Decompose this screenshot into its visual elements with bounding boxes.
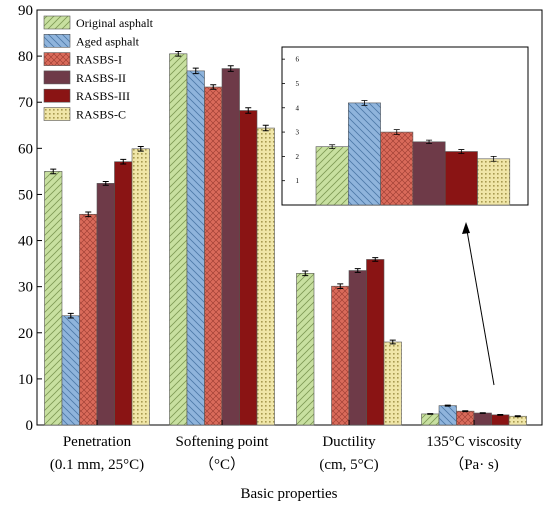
y-tick-label: 80 <box>18 49 33 65</box>
bar-rasbs-i <box>331 285 350 426</box>
bar-rasbs-ii <box>348 270 367 426</box>
bar-rasbs-c <box>256 127 275 426</box>
legend-swatch <box>43 88 71 103</box>
error-bar <box>337 283 344 290</box>
legend: Original asphalt Aged asphalt RASBS-I RASBS… <box>43 15 154 122</box>
error-bar <box>120 158 127 165</box>
error-bar <box>427 413 434 415</box>
inset-bar-rasbs-ii <box>412 141 446 206</box>
y-tick-label: 20 <box>18 326 33 342</box>
inset-bar-rasbs-i <box>380 131 414 206</box>
inset-error-bar <box>426 139 433 144</box>
bar-rasbs-c <box>383 341 402 426</box>
inset-bar-rasbs-iii <box>444 151 478 206</box>
legend-swatch <box>43 15 71 30</box>
legend-label: Original asphalt <box>76 16 154 30</box>
bar-original-asphalt <box>44 171 63 426</box>
bar-rasbs-iii <box>239 110 258 426</box>
error-bar <box>444 404 451 407</box>
error-bar <box>479 412 486 414</box>
x-category-label: Penetration <box>63 434 132 450</box>
bar-aged-asphalt <box>438 405 457 426</box>
error-bar <box>67 312 74 319</box>
error-bar <box>50 168 57 175</box>
bar-original-asphalt <box>296 272 315 426</box>
inset-error-bar <box>393 129 400 135</box>
error-bar <box>497 413 504 416</box>
bar-rasbs-i <box>79 213 98 426</box>
x-axis-title: Basic properties <box>240 486 337 502</box>
bar-rasbs-iii <box>366 259 385 426</box>
error-bar <box>210 84 217 90</box>
bar-original-asphalt <box>421 413 440 426</box>
inset-pointer-arrow <box>465 224 495 386</box>
inset-y-tick-label: 6 <box>296 56 300 64</box>
legend-label: RASBS-II <box>76 71 126 85</box>
error-bar <box>245 107 252 114</box>
inset-error-bar <box>458 149 465 154</box>
inset-y-tick-label: 1 <box>296 177 300 185</box>
x-category-sublabel: （°C） <box>199 456 245 473</box>
y-tick-label: 70 <box>18 95 33 111</box>
bar-rasbs-i <box>456 410 475 426</box>
legend-swatch <box>43 33 71 48</box>
error-bar <box>462 410 469 413</box>
legend-swatch <box>43 70 71 85</box>
bar-aged-asphalt <box>186 70 205 426</box>
legend-label: RASBS-C <box>76 108 126 122</box>
x-category-label: Softening point <box>176 434 270 450</box>
inset-bar-original-asphalt <box>315 146 349 206</box>
inset-y-tick-label: 3 <box>296 129 300 137</box>
bar-rasbs-iii <box>491 414 510 426</box>
error-bar <box>227 65 234 72</box>
x-category-sublabel: (0.1 mm, 25°C) <box>50 457 144 473</box>
y-tick-label: 30 <box>18 280 33 296</box>
legend-label: Aged asphalt <box>76 34 140 48</box>
bar-rasbs-i <box>204 86 223 426</box>
bar-aged-asphalt <box>61 315 80 426</box>
error-bar <box>102 181 109 186</box>
error-bar <box>262 124 269 132</box>
y-tick-label: 60 <box>18 141 33 157</box>
error-bar <box>137 145 144 152</box>
bar-rasbs-ii <box>473 412 492 426</box>
x-category-sublabel: (cm, 5°C) <box>319 457 378 473</box>
error-bar <box>354 268 361 273</box>
legend-label: RASBS-III <box>76 89 130 103</box>
error-bar <box>372 257 379 262</box>
error-bar <box>514 415 521 418</box>
y-tick-label: 40 <box>18 234 33 250</box>
inset-error-bar <box>490 155 497 162</box>
x-category-label: 135°C viscosity <box>426 434 522 450</box>
bar-rasbs-iii <box>114 161 133 426</box>
inset-y-tick-label: 4 <box>296 104 300 112</box>
y-tick-label: 0 <box>26 418 34 434</box>
bar-rasbs-ii <box>96 183 115 426</box>
error-bar <box>389 339 396 345</box>
y-tick-label: 50 <box>18 187 33 203</box>
legend-swatch <box>43 52 71 66</box>
error-bar <box>85 211 92 218</box>
inset-y-tick-label: 5 <box>296 80 300 88</box>
error-bar <box>175 51 182 57</box>
x-category-sublabel: （Pa· s) <box>449 456 499 473</box>
bar-rasbs-c <box>508 415 527 426</box>
y-tick-label: 90 <box>18 3 33 19</box>
y-tick-label: 10 <box>18 372 33 388</box>
x-category-label: Ductility <box>322 434 376 450</box>
error-bar <box>302 270 309 277</box>
inset-bar-rasbs-c <box>477 158 511 206</box>
legend-label: RASBS-I <box>76 53 122 67</box>
inset-bar-aged-asphalt <box>347 102 381 206</box>
inset-y-tick-label: 2 <box>296 153 300 161</box>
inset-error-bar <box>329 144 336 150</box>
inset-arrowhead <box>462 222 470 234</box>
bar-rasbs-ii <box>221 68 240 426</box>
bar-rasbs-c <box>131 148 150 426</box>
bar-original-asphalt <box>169 53 188 426</box>
error-bar <box>192 67 199 75</box>
legend-swatch <box>43 107 71 121</box>
inset-error-bar <box>361 100 368 106</box>
